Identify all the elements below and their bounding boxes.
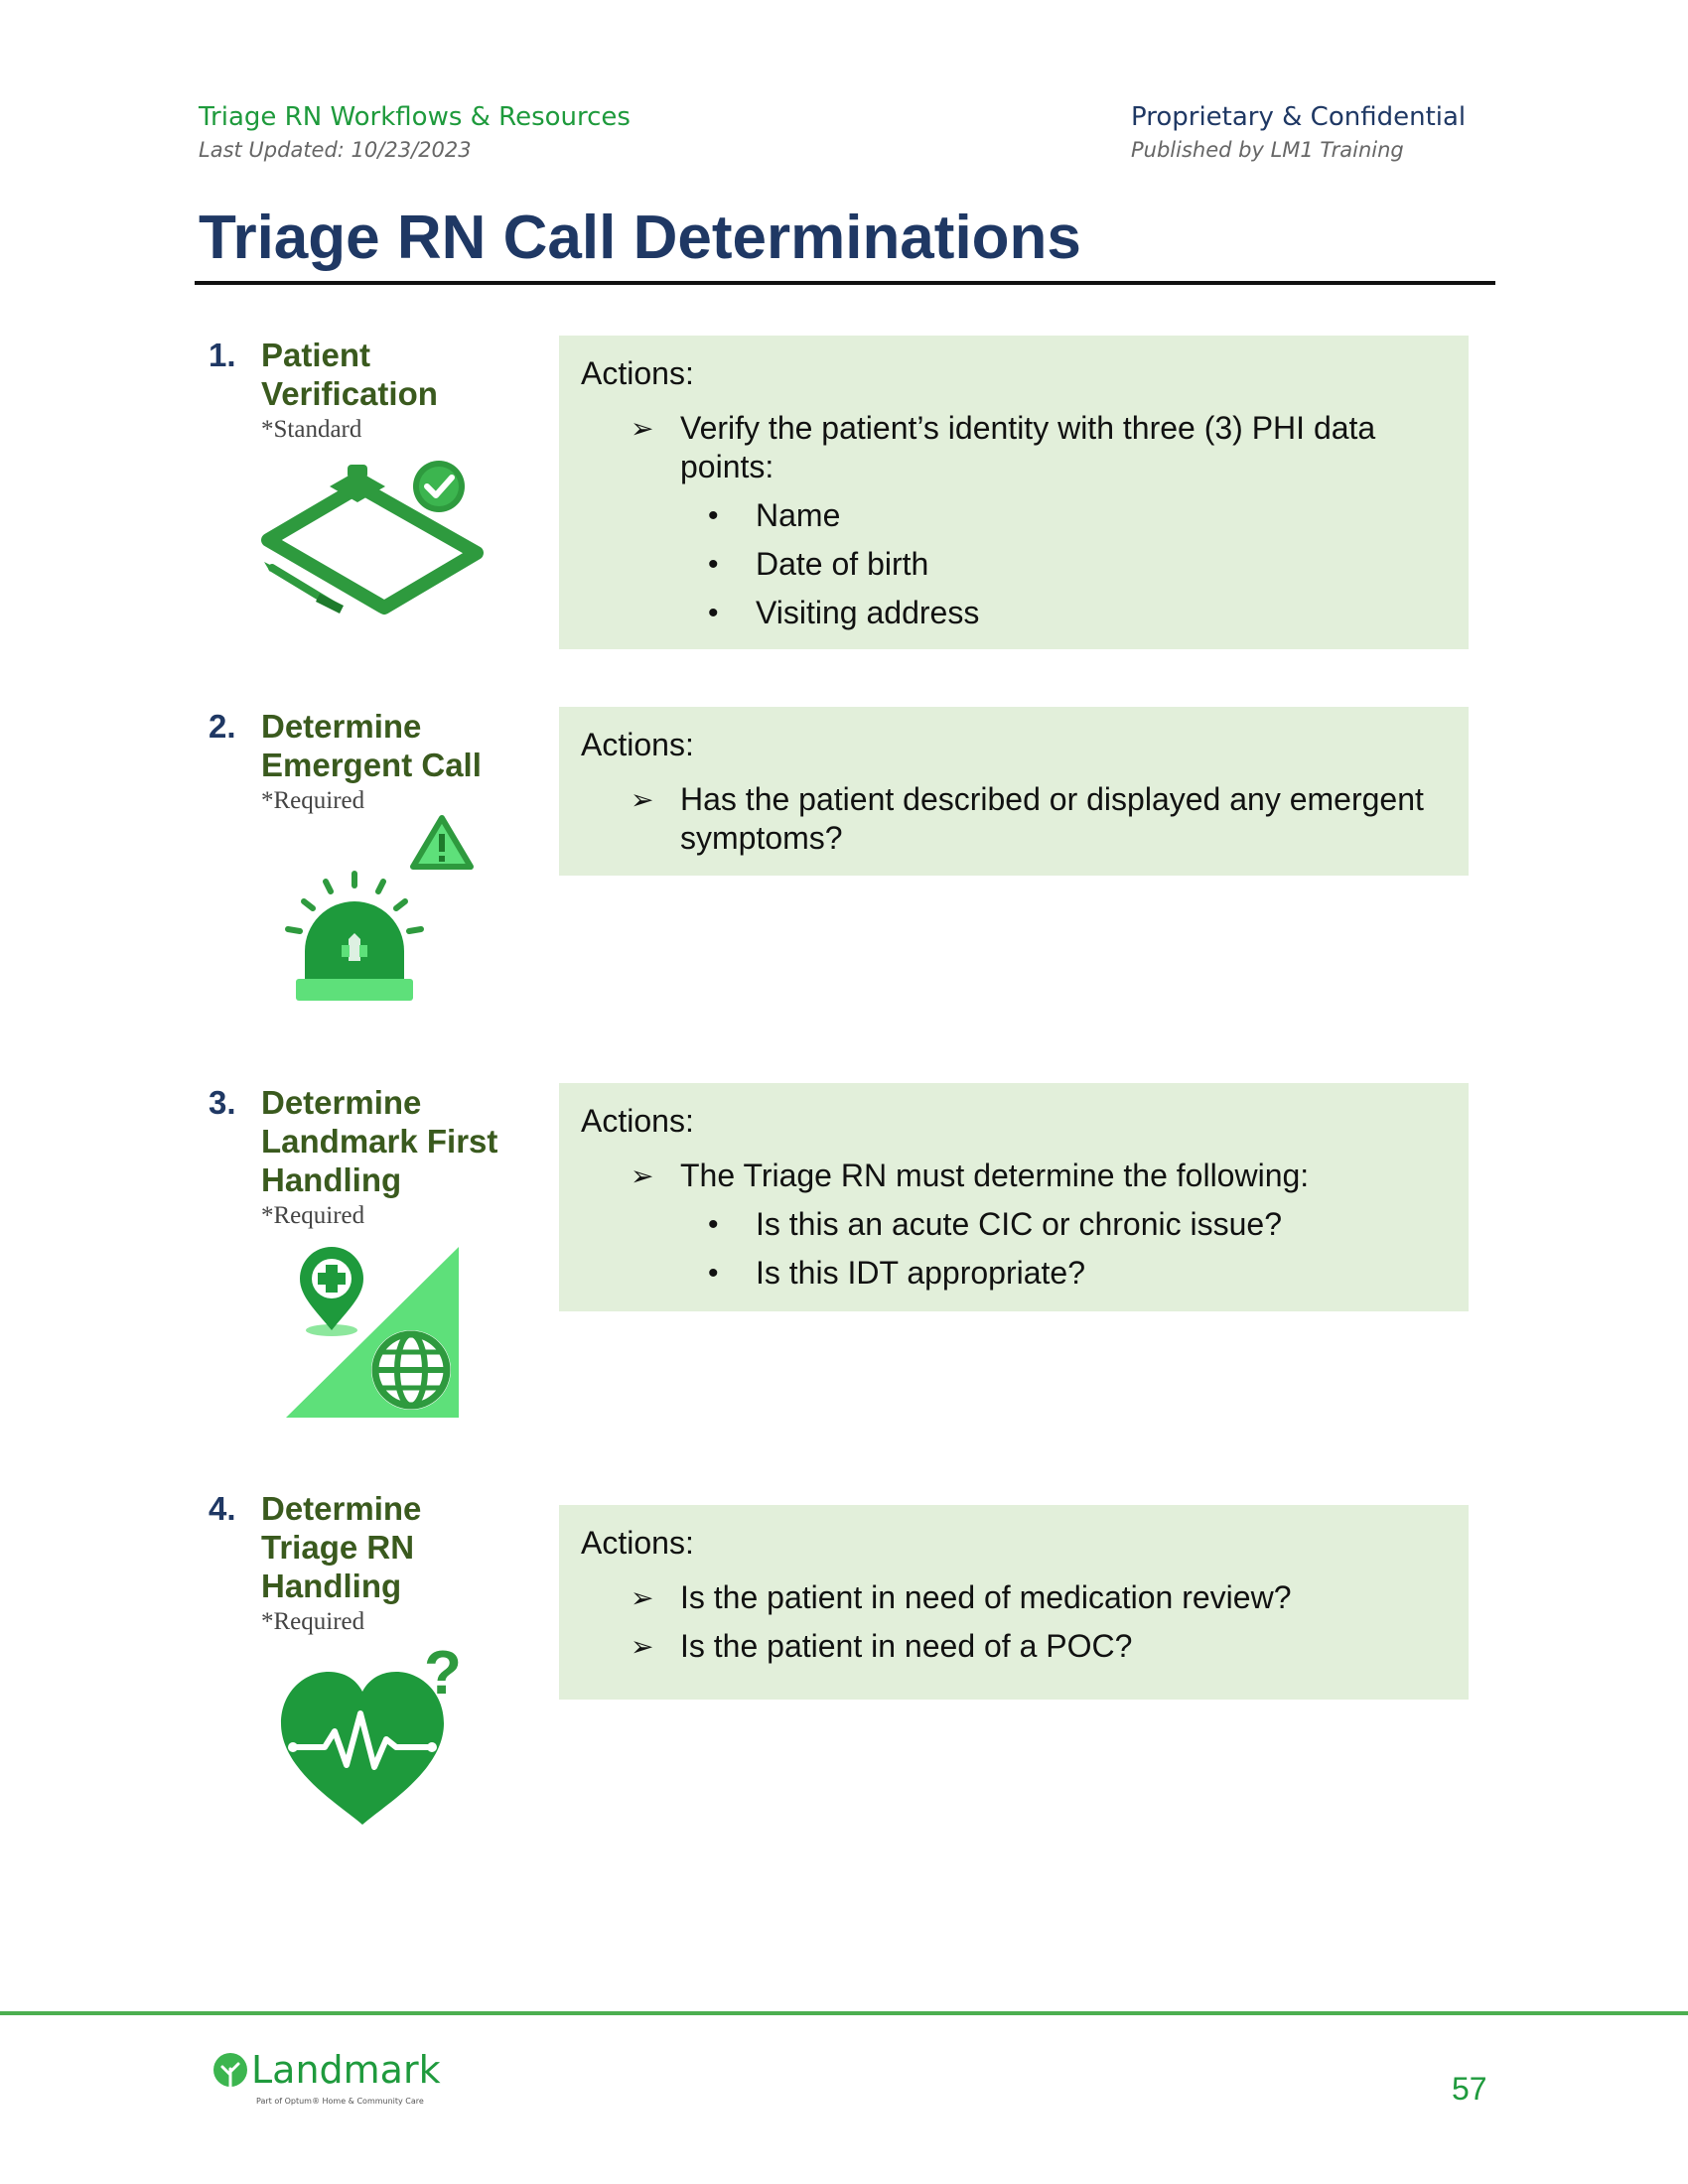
step-4-action-item: ➢ Is the patient in need of medication r… — [581, 1578, 1465, 1617]
step-2-heading: 2. Determine Emergent Call *Required — [209, 707, 509, 818]
bullet-dot-icon: • — [708, 1208, 719, 1241]
step-1-actions-box: Actions: ➢ Verify the patient’s identity… — [559, 336, 1469, 649]
step-2-actions-label: Actions: — [581, 727, 694, 762]
page-title: Triage RN Call Determinations — [199, 204, 1081, 272]
document-header-left: Triage RN Workflows & Resources Last Upd… — [199, 99, 631, 165]
step-4-qualifier: *Required — [261, 1608, 365, 1635]
step-1-sub-item-text: Name — [756, 497, 841, 533]
step-3-action-item: ➢ The Triage RN must determine the follo… — [581, 1157, 1465, 1195]
step-1-actions-label: Actions: — [581, 355, 694, 391]
location-globe-icon — [278, 1241, 467, 1425]
step-4-heading: 4. Determine Triage RN Handling *Required — [209, 1489, 460, 1639]
step-4-title: Determine Triage RN Handling — [261, 1490, 422, 1604]
confidentiality-label: Proprietary & Confidential — [1131, 102, 1467, 132]
step-4-actions-box: Actions: ➢ Is the patient in need of med… — [559, 1505, 1469, 1700]
step-3-sub-item-text: Is this an acute CIC or chronic issue? — [756, 1206, 1283, 1242]
page-number: 57 — [1452, 2071, 1487, 2107]
last-updated: Last Updated: 10/23/2023 — [199, 138, 472, 162]
step-3-sub-item: • Is this IDT appropriate? — [581, 1254, 1469, 1293]
title-divider — [195, 281, 1495, 285]
arrow-bullet-icon: ➢ — [631, 413, 654, 444]
step-4-action-text: Is the patient in need of medication rev… — [680, 1579, 1292, 1615]
step-3-heading: 3. Determine Landmark First Handling *Req… — [209, 1083, 519, 1233]
step-2-number: 2. — [209, 708, 236, 745]
document-header-right: Proprietary & Confidential Published by … — [1131, 99, 1466, 165]
step-1-sub-item-text: Date of birth — [756, 546, 929, 582]
step-1-heading: 1. Patient Verification *Standard — [209, 336, 509, 447]
step-3-qualifier: *Required — [261, 1202, 365, 1229]
step-1-sub-item: • Name — [581, 496, 1469, 535]
emergency-siren-icon — [268, 812, 477, 1021]
step-4-action-text: Is the patient in need of a POC? — [680, 1628, 1133, 1664]
step-1-qualifier: *Standard — [261, 416, 362, 443]
arrow-bullet-icon: ➢ — [631, 1631, 654, 1662]
step-2-action-item: ➢ Has the patient described or displayed… — [581, 780, 1465, 858]
logo-tagline: Part of Optum® Home & Community Care — [256, 2097, 424, 2106]
step-3-actions-label: Actions: — [581, 1103, 694, 1139]
step-2-action-text: Has the patient described or displayed a… — [680, 781, 1424, 856]
step-1-sub-item: • Date of birth — [581, 545, 1469, 584]
step-1-sub-item-text: Visiting address — [756, 595, 980, 630]
step-2-actions-box: Actions: ➢ Has the patient described or … — [559, 707, 1469, 876]
bullet-dot-icon: • — [708, 548, 719, 581]
step-3-action-text: The Triage RN must determine the followi… — [680, 1158, 1310, 1193]
bullet-dot-icon: • — [708, 597, 719, 629]
arrow-bullet-icon: ➢ — [631, 784, 654, 815]
step-4-actions-label: Actions: — [581, 1525, 694, 1561]
logo-wordmark: Landmark — [251, 2048, 441, 2092]
step-3-number: 3. — [209, 1084, 236, 1121]
step-4-number: 4. — [209, 1490, 236, 1527]
step-1-title: Patient Verification — [261, 337, 438, 412]
heart-question-icon: ? — [273, 1636, 472, 1840]
arrow-bullet-icon: ➢ — [631, 1582, 654, 1613]
step-1-action-text: Verify the patient’s identity with three… — [680, 410, 1376, 484]
step-3-sub-item-text: Is this IDT appropriate? — [756, 1255, 1086, 1291]
step-4-action-item: ➢ Is the patient in need of a POC? — [581, 1627, 1465, 1666]
step-3-title: Determine Landmark First Handling — [261, 1084, 498, 1198]
step-3-sub-item: • Is this an acute CIC or chronic issue? — [581, 1205, 1469, 1244]
clipboard-check-icon — [260, 459, 489, 632]
step-3-actions-box: Actions: ➢ The Triage RN must determine … — [559, 1083, 1469, 1311]
step-1-action-item: ➢ Verify the patient’s identity with thr… — [581, 409, 1415, 486]
tree-logo-icon — [213, 2053, 247, 2091]
footer-divider — [0, 2011, 1688, 2015]
arrow-bullet-icon: ➢ — [631, 1160, 654, 1191]
bullet-dot-icon: • — [708, 499, 719, 532]
document-title: Triage RN Workflows & Resources — [199, 102, 631, 132]
step-1-number: 1. — [209, 337, 236, 373]
step-2-qualifier: *Required — [261, 787, 365, 814]
bullet-dot-icon: • — [708, 1257, 719, 1290]
step-2-title: Determine Emergent Call — [261, 708, 482, 783]
publisher-label: Published by LM1 Training — [1131, 138, 1404, 162]
step-1-sub-item: • Visiting address — [581, 594, 1469, 632]
